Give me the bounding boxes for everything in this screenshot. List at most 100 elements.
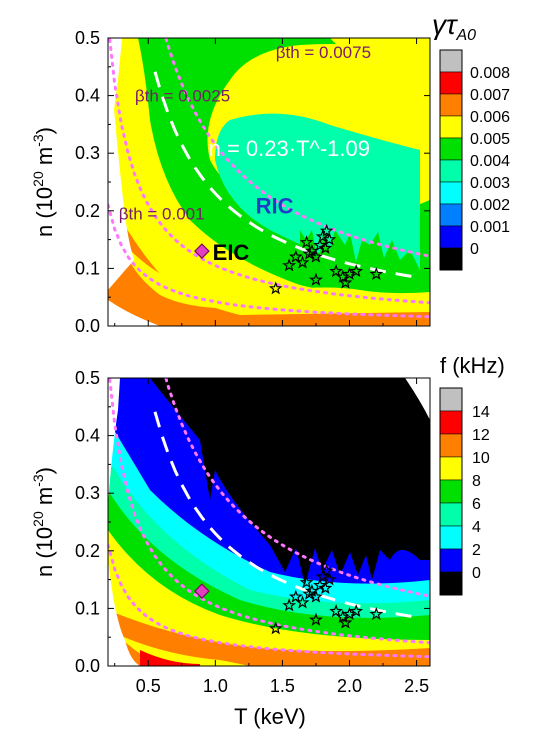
annotation-beta1: βth = 0.001	[119, 204, 205, 223]
growth-rate-colorbar: 0.008 0.007 0.006 0.005 0.004 0.003 0.002 0.001…	[439, 49, 510, 271]
colorbar-frame	[439, 49, 463, 271]
ric-point-marker	[282, 258, 297, 272]
colorbar-label: 0.002	[470, 197, 510, 214]
colorbar-label: 12	[472, 427, 490, 444]
y-tick-label: 0.1	[75, 258, 100, 278]
colorbar-swatch	[439, 225, 463, 249]
ric-point-marker	[295, 595, 310, 609]
ric-point-marker	[309, 249, 323, 263]
ric-point-marker	[313, 578, 327, 592]
scaling-fit-line	[153, 71, 417, 279]
y-tick-label: 0.1	[75, 598, 100, 618]
colorbar-swatch	[439, 203, 463, 227]
ric-point-marker	[268, 621, 283, 635]
beta-contour-line	[108, 378, 430, 645]
ric-point-marker	[318, 580, 333, 595]
ric-point-marker	[288, 249, 303, 263]
growth-rate-colorbar-title: γτA0	[432, 9, 476, 44]
ric-point-marker	[313, 238, 327, 252]
ric-point-marker	[369, 606, 384, 620]
colorbar-label: 4	[472, 519, 481, 536]
bottom-axis-ticks: 0.5 1.0 1.5 2.0 2.5 0.0 0.1 0.2 0.3 0.4 0.5	[75, 368, 430, 696]
colorbar-label: 0.006	[470, 109, 510, 126]
annotation-fit: n = 0.23·T^-1.09	[209, 136, 370, 161]
colorbar-swatch	[439, 71, 463, 95]
ric-point-marker	[338, 275, 353, 289]
x-tick-label: 1.0	[203, 676, 228, 696]
ric-point-marker	[322, 232, 337, 246]
colorbar-label: 14	[472, 404, 490, 421]
eic-point-marker	[194, 583, 210, 599]
colorbar-swatch	[439, 159, 463, 183]
ric-point-marker	[338, 615, 353, 629]
ric-point-marker	[315, 569, 330, 583]
colorbar-swatch	[439, 433, 463, 458]
beta-contour-line	[164, 378, 430, 598]
colorbar-swatch	[439, 115, 463, 139]
ric-point-marker	[309, 612, 323, 626]
growth-rate-panel: 0.0 0.1 0.2 0.3 0.4 0.5	[75, 28, 431, 336]
annotation-ric: RIC	[256, 194, 294, 219]
x-tick-label: 2.5	[404, 676, 429, 696]
y-tick-label: 0.3	[75, 483, 100, 503]
ric-point-marker	[305, 583, 319, 598]
ric-point-marker	[349, 604, 364, 618]
colorbar-label: 0.005	[470, 131, 510, 148]
beta-contour-line	[108, 543, 430, 659]
ric-point-marker	[305, 243, 319, 258]
annotation-beta3: βth = 0.0075	[276, 43, 371, 62]
ric-point-marker	[318, 240, 333, 255]
frequency-panel: 0.5 1.0 1.5 2.0 2.5 0.0 0.1 0.2 0.3 0.4 0.5	[75, 368, 431, 696]
colorbar-swatch	[439, 137, 463, 161]
colorbar-swatch	[439, 525, 463, 550]
colorbar-swatch	[439, 502, 463, 527]
ric-point-marker	[315, 229, 330, 243]
y-tick-label: 0.0	[75, 316, 100, 336]
frequency-overlays	[108, 378, 430, 659]
top-y-axis-label: n (1020 m-3)	[30, 127, 57, 237]
ric-point-marker	[319, 563, 334, 577]
colorbar-label: 0.007	[470, 87, 510, 104]
ric-point-marker	[299, 575, 314, 589]
colorbar-label: 0	[470, 241, 479, 258]
colorbar-label: 0.008	[470, 65, 510, 82]
x-tick-label: 1.5	[270, 676, 295, 696]
colorbar-swatch	[439, 548, 463, 573]
x-axis-label: T (keV)	[234, 704, 306, 729]
ric-point-marker	[329, 264, 343, 278]
beta-contour-line	[164, 38, 430, 258]
x-tick-label: 0.5	[136, 676, 161, 696]
colorbar-label: 0.004	[470, 153, 510, 170]
ric-point-marker	[295, 255, 310, 269]
y-tick-label: 0.2	[75, 541, 100, 561]
colorbar-label: 6	[472, 496, 481, 513]
colorbar-swatch	[439, 247, 463, 271]
colorbar-label: 0.003	[470, 175, 510, 192]
frequency-colorbar: 14 12 10 8 6 4 2 0	[439, 387, 490, 596]
beta-contour-line	[108, 38, 430, 305]
y-tick-label: 0.0	[75, 656, 100, 676]
ric-point-marker	[369, 266, 384, 280]
ric-point-marker	[349, 264, 364, 278]
colorbar-swatch	[439, 571, 463, 596]
svg-text:n (1020 m-3): n (1020 m-3)	[30, 467, 57, 577]
colorbar-swatch	[439, 456, 463, 481]
ric-point-marker	[302, 586, 317, 600]
ric-point-marker	[282, 598, 297, 612]
y-tick-label: 0.5	[75, 368, 100, 388]
growth-rate-overlays	[108, 38, 430, 319]
scaling-fit-line	[153, 411, 417, 619]
ric-point-marker	[299, 235, 314, 249]
colorbar-swatch	[439, 93, 463, 117]
frequency-contour-map	[108, 378, 430, 666]
ric-point-marker	[319, 223, 334, 237]
colorbar-label: 0.001	[470, 219, 510, 236]
y-tick-label: 0.3	[75, 143, 100, 163]
colorbar-swatch	[439, 181, 463, 205]
ric-point-marker	[288, 589, 303, 603]
bottom-y-axis-label: n (1020 m-3)	[30, 467, 57, 577]
ric-point-marker	[268, 281, 283, 295]
x-tick-label: 2.0	[337, 676, 362, 696]
top-axis-ticks: 0.0 0.1 0.2 0.3 0.4 0.5	[75, 28, 430, 336]
